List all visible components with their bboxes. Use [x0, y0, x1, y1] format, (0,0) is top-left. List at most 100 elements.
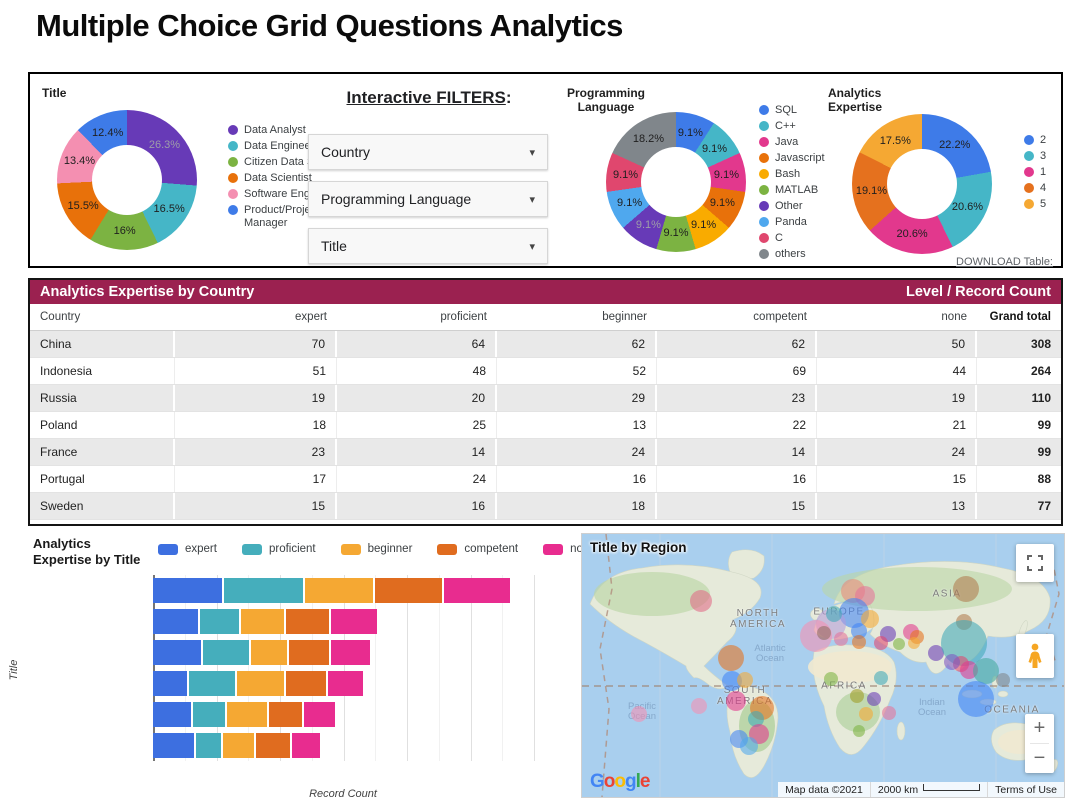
zoom-out-button[interactable]: − [1033, 747, 1046, 769]
column-header-none[interactable]: none [941, 311, 967, 323]
bar-segment-proficient[interactable] [224, 578, 306, 603]
map-bubble[interactable] [944, 654, 960, 670]
donut1-slice-label: 9.1% [612, 168, 639, 181]
map-bubble[interactable] [859, 707, 873, 721]
map-bubble[interactable] [718, 645, 744, 671]
map-bubble[interactable] [958, 681, 994, 717]
country-cell: Portugal [30, 466, 175, 492]
map-bubble[interactable] [850, 689, 864, 703]
bar-segment-competent[interactable] [285, 609, 331, 634]
value-cell: 70 [175, 331, 337, 357]
programming-language-filter-dropdown[interactable]: Programming Language ▾ [308, 181, 548, 217]
bar-segment-beginner[interactable] [222, 733, 257, 758]
map-bubble[interactable] [826, 606, 842, 622]
download-table-link[interactable]: DOWNLOAD Table: [956, 256, 1053, 268]
map-bubble[interactable] [748, 711, 764, 727]
bar-segment-proficient[interactable] [188, 671, 238, 696]
bar-segment-competent[interactable] [374, 578, 444, 603]
column-header-country[interactable]: Country [40, 311, 81, 323]
map-bubble[interactable] [973, 658, 999, 684]
bar-segment-expert[interactable] [153, 702, 193, 727]
bar-segment-none[interactable] [304, 702, 336, 727]
legend-label: Javascript [775, 152, 825, 164]
column-header-grand-total[interactable]: Grand total [989, 311, 1051, 323]
bar-segment-competent[interactable] [285, 671, 328, 696]
pegman-button[interactable] [1016, 634, 1054, 678]
map-bubble[interactable] [690, 590, 712, 612]
fullscreen-button[interactable] [1016, 544, 1054, 582]
map-bubble[interactable] [867, 692, 881, 706]
bar-segment-competent[interactable] [256, 733, 293, 758]
bar-segment-none[interactable] [443, 578, 511, 603]
map-bubble[interactable] [737, 672, 753, 688]
map-bubble[interactable] [893, 638, 905, 650]
bar-segment-beginner[interactable] [305, 578, 375, 603]
legend-item: Data Analyst [228, 124, 360, 137]
google-logo[interactable]: Google [590, 771, 650, 793]
bar-segment-none[interactable] [330, 640, 371, 665]
map-bubble[interactable] [691, 698, 707, 714]
bar-segment-expert[interactable] [153, 609, 200, 634]
map-bubble[interactable] [834, 632, 848, 646]
legend-item: Panda [759, 216, 829, 229]
map-bubble[interactable] [874, 671, 888, 685]
map-bubble[interactable] [852, 635, 866, 649]
bar-segment-proficient[interactable] [195, 733, 223, 758]
grand-total-cell: 110 [1031, 391, 1051, 405]
bar-segment-proficient[interactable] [199, 609, 241, 634]
column-header-beginner[interactable]: beginner [602, 311, 647, 323]
legend-dot-icon [228, 141, 238, 151]
title-filter-dropdown[interactable]: Title ▾ [308, 228, 548, 264]
country-filter-label: Country [321, 144, 371, 160]
bar-segment-beginner[interactable] [250, 640, 289, 665]
map-bubble[interactable] [996, 673, 1010, 687]
column-header-expert[interactable]: expert [295, 311, 327, 323]
bar-segment-expert[interactable] [153, 640, 204, 665]
analytics-expertise-donut-chart[interactable]: 22.2% 20.6% 20.6% 19.1% 17.5% [852, 114, 992, 254]
bar-segment-expert[interactable] [153, 671, 189, 696]
country-filter-dropdown[interactable]: Country ▾ [308, 134, 548, 170]
zoom-in-button[interactable]: + [1033, 717, 1046, 739]
bar-segment-proficient[interactable] [193, 702, 228, 727]
map-bubble[interactable] [631, 706, 647, 722]
map-bubble[interactable] [740, 737, 758, 755]
country-cell: France [30, 439, 175, 465]
map-bubble[interactable] [861, 610, 879, 628]
table-title: Analytics Expertise by Country [40, 284, 255, 300]
map-bubble[interactable] [874, 636, 888, 650]
programming-language-donut-chart[interactable]: 9.1% 9.1% 9.1% 9.1% 9.1% 9.1% 9.1% 9.1% 9.1% 18.2… [606, 112, 746, 252]
bar-segment-expert[interactable] [153, 578, 225, 603]
fullscreen-icon [1027, 555, 1043, 571]
grand-total-cell: 308 [1030, 337, 1051, 351]
bar-segment-beginner[interactable] [227, 702, 270, 727]
map-bubble[interactable] [824, 672, 838, 686]
title-donut-chart[interactable]: 26.3% 16.5% 16% 15.5% 13.4% 12.4% [57, 110, 197, 250]
bar-segment-none[interactable] [327, 671, 364, 696]
bar-segment-expert[interactable] [153, 733, 196, 758]
map-bubble[interactable] [908, 637, 920, 649]
legend-label: 1 [1040, 166, 1047, 178]
bar-segment-competent[interactable] [288, 640, 331, 665]
bar-segment-beginner[interactable] [240, 609, 286, 634]
bar-segment-none[interactable] [330, 609, 378, 634]
column-header-competent[interactable]: competent [753, 311, 807, 323]
map-bubble[interactable] [853, 725, 865, 737]
bar-segment-none[interactable] [292, 733, 320, 758]
map-bubble[interactable] [953, 576, 979, 602]
map-bubble[interactable] [726, 691, 746, 711]
legend-swatch-icon [437, 543, 458, 555]
value-cell: 23 [175, 439, 337, 465]
bar-segment-proficient[interactable] [203, 640, 251, 665]
column-header-proficient[interactable]: proficient [440, 311, 487, 323]
terms-of-use-link[interactable]: Terms of Use [987, 782, 1064, 797]
map-bubble[interactable] [882, 706, 896, 720]
grand-total-cell: 99 [1037, 418, 1051, 432]
bar-segment-competent[interactable] [269, 702, 305, 727]
gridline [311, 575, 313, 761]
barchart-legend-item: beginner [340, 543, 412, 555]
map-bubble[interactable] [928, 645, 944, 661]
bar-segment-beginner[interactable] [237, 671, 286, 696]
map-bubble[interactable] [817, 626, 831, 640]
legend-label: others [775, 248, 806, 260]
